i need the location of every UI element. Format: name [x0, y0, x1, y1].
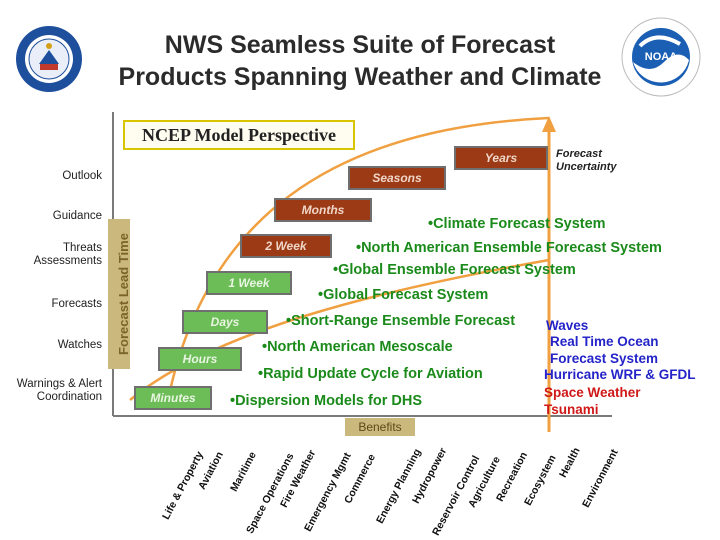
system-forecast-system: Forecast System	[550, 351, 659, 366]
y-category-watches: Watches	[57, 339, 102, 351]
model-dispersion-models-dhs: •Dispersion Models for DHS	[230, 393, 422, 409]
y-category-guidance: Guidance	[52, 210, 102, 222]
system-real-time-ocean: Real Time Ocean	[550, 334, 659, 349]
model-global-ensemble-forecast-system: •Global Ensemble Forecast System	[333, 262, 576, 278]
forecast-lead-time-bar: Forecast Lead Time	[108, 219, 131, 369]
uncertainty-arrowhead	[542, 116, 556, 132]
system-waves: Waves	[546, 318, 589, 333]
forecast-lead-time-label: Forecast Lead Time	[115, 233, 131, 355]
noaa-logo: NOAA	[620, 16, 702, 98]
time-box-minutes: Minutes	[134, 386, 212, 410]
model-climate-forecast-system: •Climate Forecast System	[428, 216, 606, 232]
title-line-2: Products Spanning Weather and Climate	[118, 63, 602, 91]
model-rapid-update-cycle-aviation: •Rapid Update Cycle for Aviation	[258, 366, 483, 382]
forecast-uncertainty-line-1: Forecast	[556, 148, 602, 160]
y-category-warnings-alert-coordination: Warnings & Alert Coordination	[16, 378, 102, 403]
forecast-uncertainty-label: Forecast Uncertainty	[556, 148, 617, 174]
time-box-years: Years	[454, 146, 548, 170]
benefits-label: Benefits	[345, 418, 415, 436]
title-line-1: NWS Seamless Suite of Forecast	[164, 31, 556, 59]
model-north-american-mesoscale: •North American Mesoscale	[262, 339, 453, 355]
forecast-uncertainty-line-2: Uncertainty	[556, 161, 617, 173]
system-space-weather: Space Weather	[544, 385, 641, 400]
time-box-months: Months	[274, 198, 372, 222]
system-tsunami: Tsunami	[544, 402, 599, 417]
model-north-american-ensemble-forecast-system: •North American Ensemble Forecast System	[356, 240, 662, 256]
y-category-forecasts: Forecasts	[51, 298, 103, 310]
y-category-outlook: Outlook	[62, 170, 102, 182]
model-short-range-ensemble-forecast: •Short-Range Ensemble Forecast	[286, 313, 516, 329]
ncep-model-perspective-label: NCEP Model Perspective	[123, 120, 355, 150]
commerce-seal-logo	[14, 24, 84, 94]
lower-envelope-curve	[129, 258, 550, 401]
time-box-days: Days	[182, 310, 268, 334]
y-category-threats-assessments: Threats Assessments	[33, 242, 102, 267]
model-global-forecast-system: •Global Forecast System	[318, 287, 489, 303]
time-box-1-week: 1 Week	[206, 271, 292, 295]
time-box-2-week: 2 Week	[240, 234, 332, 258]
time-box-seasons: Seasons	[348, 166, 446, 190]
time-box-hours: Hours	[158, 347, 242, 371]
noaa-logo-text: NOAA	[645, 51, 677, 63]
system-hurricane-wrf-gfdl: Hurricane WRF & GFDL	[544, 367, 696, 382]
